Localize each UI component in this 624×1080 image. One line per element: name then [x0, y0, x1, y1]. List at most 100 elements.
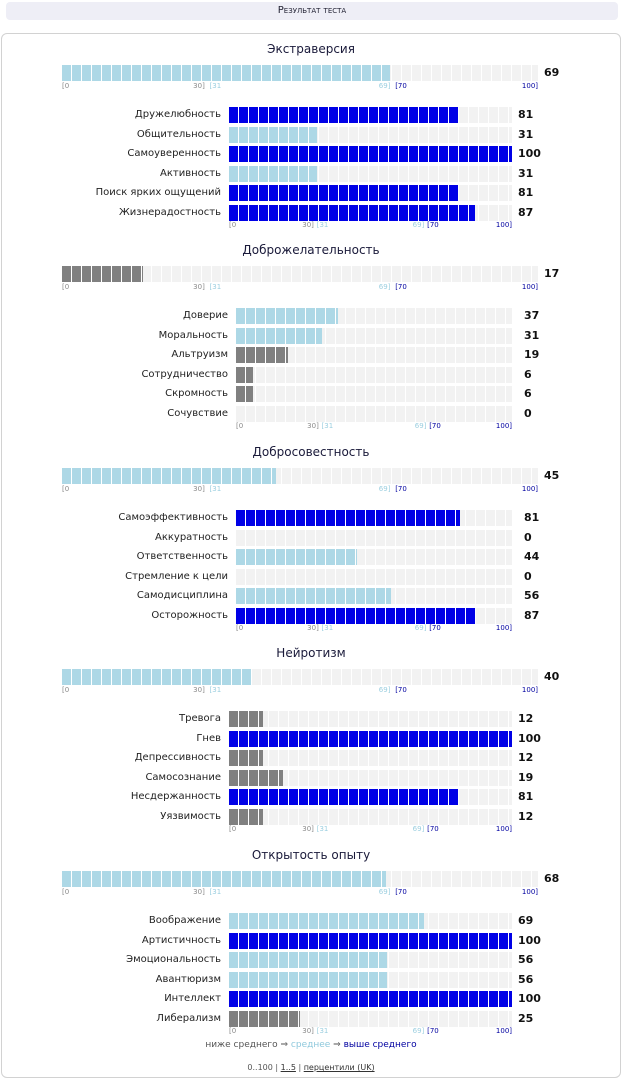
- section-3-facet-scale-tick-0: [0: [236, 624, 244, 632]
- section-1-facet-bar-track: [229, 107, 512, 123]
- section-5-facet-label: Авантюризм: [155, 973, 221, 985]
- section-2-facet-bar-track: [236, 308, 512, 324]
- section-3-facet-bar-value: 0: [524, 530, 532, 544]
- section-1-facet-bar-track: [229, 146, 512, 162]
- legend-above-average: выше среднего: [343, 1040, 417, 1050]
- section-5-facet-scale-tick-0: [0: [229, 1027, 237, 1035]
- section-2-domain-bar-track: [62, 266, 538, 282]
- section-4-facet-bar-value: 12: [518, 809, 534, 823]
- section-2-facet-bar-fill: [236, 327, 322, 344]
- section-2-facet-bar-value: 6: [524, 387, 532, 400]
- section-3-facet-bar-track: [236, 549, 512, 565]
- section-3-facet-bar-track: [236, 568, 512, 585]
- section-5-facet-scale-tick-30: 30]: [302, 1027, 314, 1035]
- section-5-domain-scale-tick-0: [0: [62, 888, 70, 896]
- section-3-domain-scale-tick-30: 30]: [193, 485, 205, 493]
- section-1-facet-bar-fill: [229, 185, 458, 201]
- section-4-domain-scale-tick-100: 100]: [521, 686, 538, 694]
- section-5-domain-scale-tick-30: 30]: [193, 888, 205, 896]
- section-4-facet-scale-tick-0: [0: [229, 825, 237, 833]
- section-5-facet-bar-value: 56: [518, 953, 534, 966]
- section-1-domain-scale-tick-100: 100]: [521, 82, 538, 90]
- section-4-facet-bar-value: 19: [518, 770, 534, 784]
- section-3-title: Добросовестность: [252, 445, 370, 459]
- section-1-facet-label: Общительность: [136, 128, 221, 140]
- section-1-domain-scale-tick-30: 30]: [193, 82, 205, 90]
- section-1-facet-label: Дружелюбность: [134, 109, 221, 120]
- section-2-facet-bar-value: 19: [524, 348, 540, 361]
- section-5-facet-bar-track: [229, 991, 512, 1007]
- section-2-facet-scale-tick-31: [31: [321, 422, 334, 430]
- footer-separator: |: [272, 1063, 281, 1072]
- section-2-domain-scale-tick-30: 30]: [193, 283, 205, 291]
- section-2-facet-bar-fill: [236, 386, 253, 402]
- section-2-facet-scale-tick-70: [70: [429, 422, 441, 430]
- section-3-facet-label: Самодисциплина: [136, 590, 228, 601]
- section-4-domain-scale-tick-30: 30]: [193, 686, 205, 694]
- section-1-facet-bar-value: 81: [518, 108, 534, 121]
- section-2-facet-bar-track: [236, 347, 512, 363]
- section-4-facet-label: Депрессивность: [134, 752, 221, 763]
- section-2-facet-bar-track: [236, 366, 512, 383]
- section-1-domain-scale-tick-70: [70: [395, 82, 407, 90]
- section-5-facet-bar-value: 56: [518, 972, 534, 986]
- section-5-facet-bar-fill: [229, 991, 512, 1007]
- section-3-facet-scale-tick-30: 30]: [307, 624, 319, 632]
- section-1-facet-bar-value: 87: [518, 205, 534, 219]
- section-4-facet-bar-track: [229, 750, 512, 766]
- legend-average: среднее: [290, 1040, 331, 1050]
- section-3-facet-bar-value: 0: [524, 569, 532, 583]
- section-3-facet-label: Стремление к цели: [125, 570, 228, 582]
- section-1-facet-bar-track: [229, 185, 512, 201]
- section-2-facet-bar-track: [236, 386, 512, 402]
- section-2-facet-bar-value: 31: [524, 328, 540, 342]
- legend-below-average: ниже среднего: [205, 1040, 278, 1050]
- section-5-facet-bar-fill: [229, 932, 512, 949]
- section-1-facet-bar-value: 31: [518, 127, 534, 141]
- section-1-facet-label: Самоуверенность: [127, 148, 221, 159]
- section-5-facet-scale-tick-100: 100]: [495, 1027, 512, 1035]
- section-4-facet-bar-value: 12: [518, 712, 534, 725]
- section-2-facet-scale-tick-69: 69]: [414, 422, 427, 430]
- section-3-facet-bar-value: 56: [524, 589, 540, 602]
- section-5-title: Открытость опыту: [251, 848, 371, 862]
- section-4-facet-label: Тревога: [178, 713, 221, 724]
- section-3-facet-bar-fill: [236, 607, 476, 624]
- section-5-facet-bar-value: 25: [518, 1011, 534, 1025]
- section-3-facet-bar-track: [236, 588, 512, 604]
- section-1-domain-scale-tick-0: [0: [62, 82, 70, 90]
- section-5-facet-bar-track: [229, 932, 512, 949]
- footer-links: 0..100 | 1..5 | перцентили (UK): [1, 1063, 621, 1072]
- section-1-title: Экстраверсия: [267, 42, 355, 56]
- section-1-domain-bar-value: 69: [544, 66, 560, 79]
- section-2-domain-scale-tick-0: [0: [62, 283, 70, 291]
- section-4-facet-label: Несдержанность: [130, 791, 221, 802]
- section-1-facet-bar-track: [229, 126, 512, 143]
- section-5-domain-scale-tick-70: [70: [395, 888, 407, 896]
- section-1-facet-scale-tick-31: [31: [316, 221, 329, 229]
- section-1-facet-bar-value: 31: [518, 166, 534, 180]
- color-legend: ниже среднего ⇒ среднее ⇒ выше среднего: [1, 1040, 621, 1050]
- section-5-facet-bar-fill: [229, 913, 424, 929]
- section-2-domain-scale-tick-100: 100]: [521, 283, 538, 291]
- scale-1-5-link[interactable]: 1..5: [280, 1063, 296, 1072]
- section-4-facet-bar-value: 100: [518, 731, 541, 745]
- section-4-facet-scale-tick-100: 100]: [495, 825, 512, 833]
- section-5-facet-label: Интеллект: [164, 993, 221, 1004]
- section-5-domain-bar-fill: [62, 871, 386, 887]
- section-4-facet-label: Гнев: [196, 732, 221, 744]
- section-1-facet-scale-tick-0: [0: [229, 221, 237, 229]
- section-4-domain-scale-tick-0: [0: [62, 686, 70, 694]
- percentiles-link[interactable]: перцентили (UK): [303, 1063, 375, 1072]
- section-3-facet-bar-value: 81: [524, 511, 540, 524]
- section-5-facet-bar-fill: [229, 1010, 300, 1027]
- section-2-facet-bar-value: 6: [524, 367, 532, 381]
- section-1-facet-scale-tick-30: 30]: [302, 221, 314, 229]
- section-5-facet-scale-tick-31: [31: [316, 1027, 329, 1035]
- section-5-domain-bar-value: 68: [544, 872, 560, 885]
- section-3-facet-bar-value: 87: [524, 608, 540, 622]
- section-5-domain-scale-tick-31: [31: [209, 888, 222, 896]
- section-4-facet-bar-fill: [229, 750, 263, 766]
- section-2-facet-label: Моральность: [158, 329, 228, 341]
- section-4-domain-scale-tick-31: [31: [209, 686, 222, 694]
